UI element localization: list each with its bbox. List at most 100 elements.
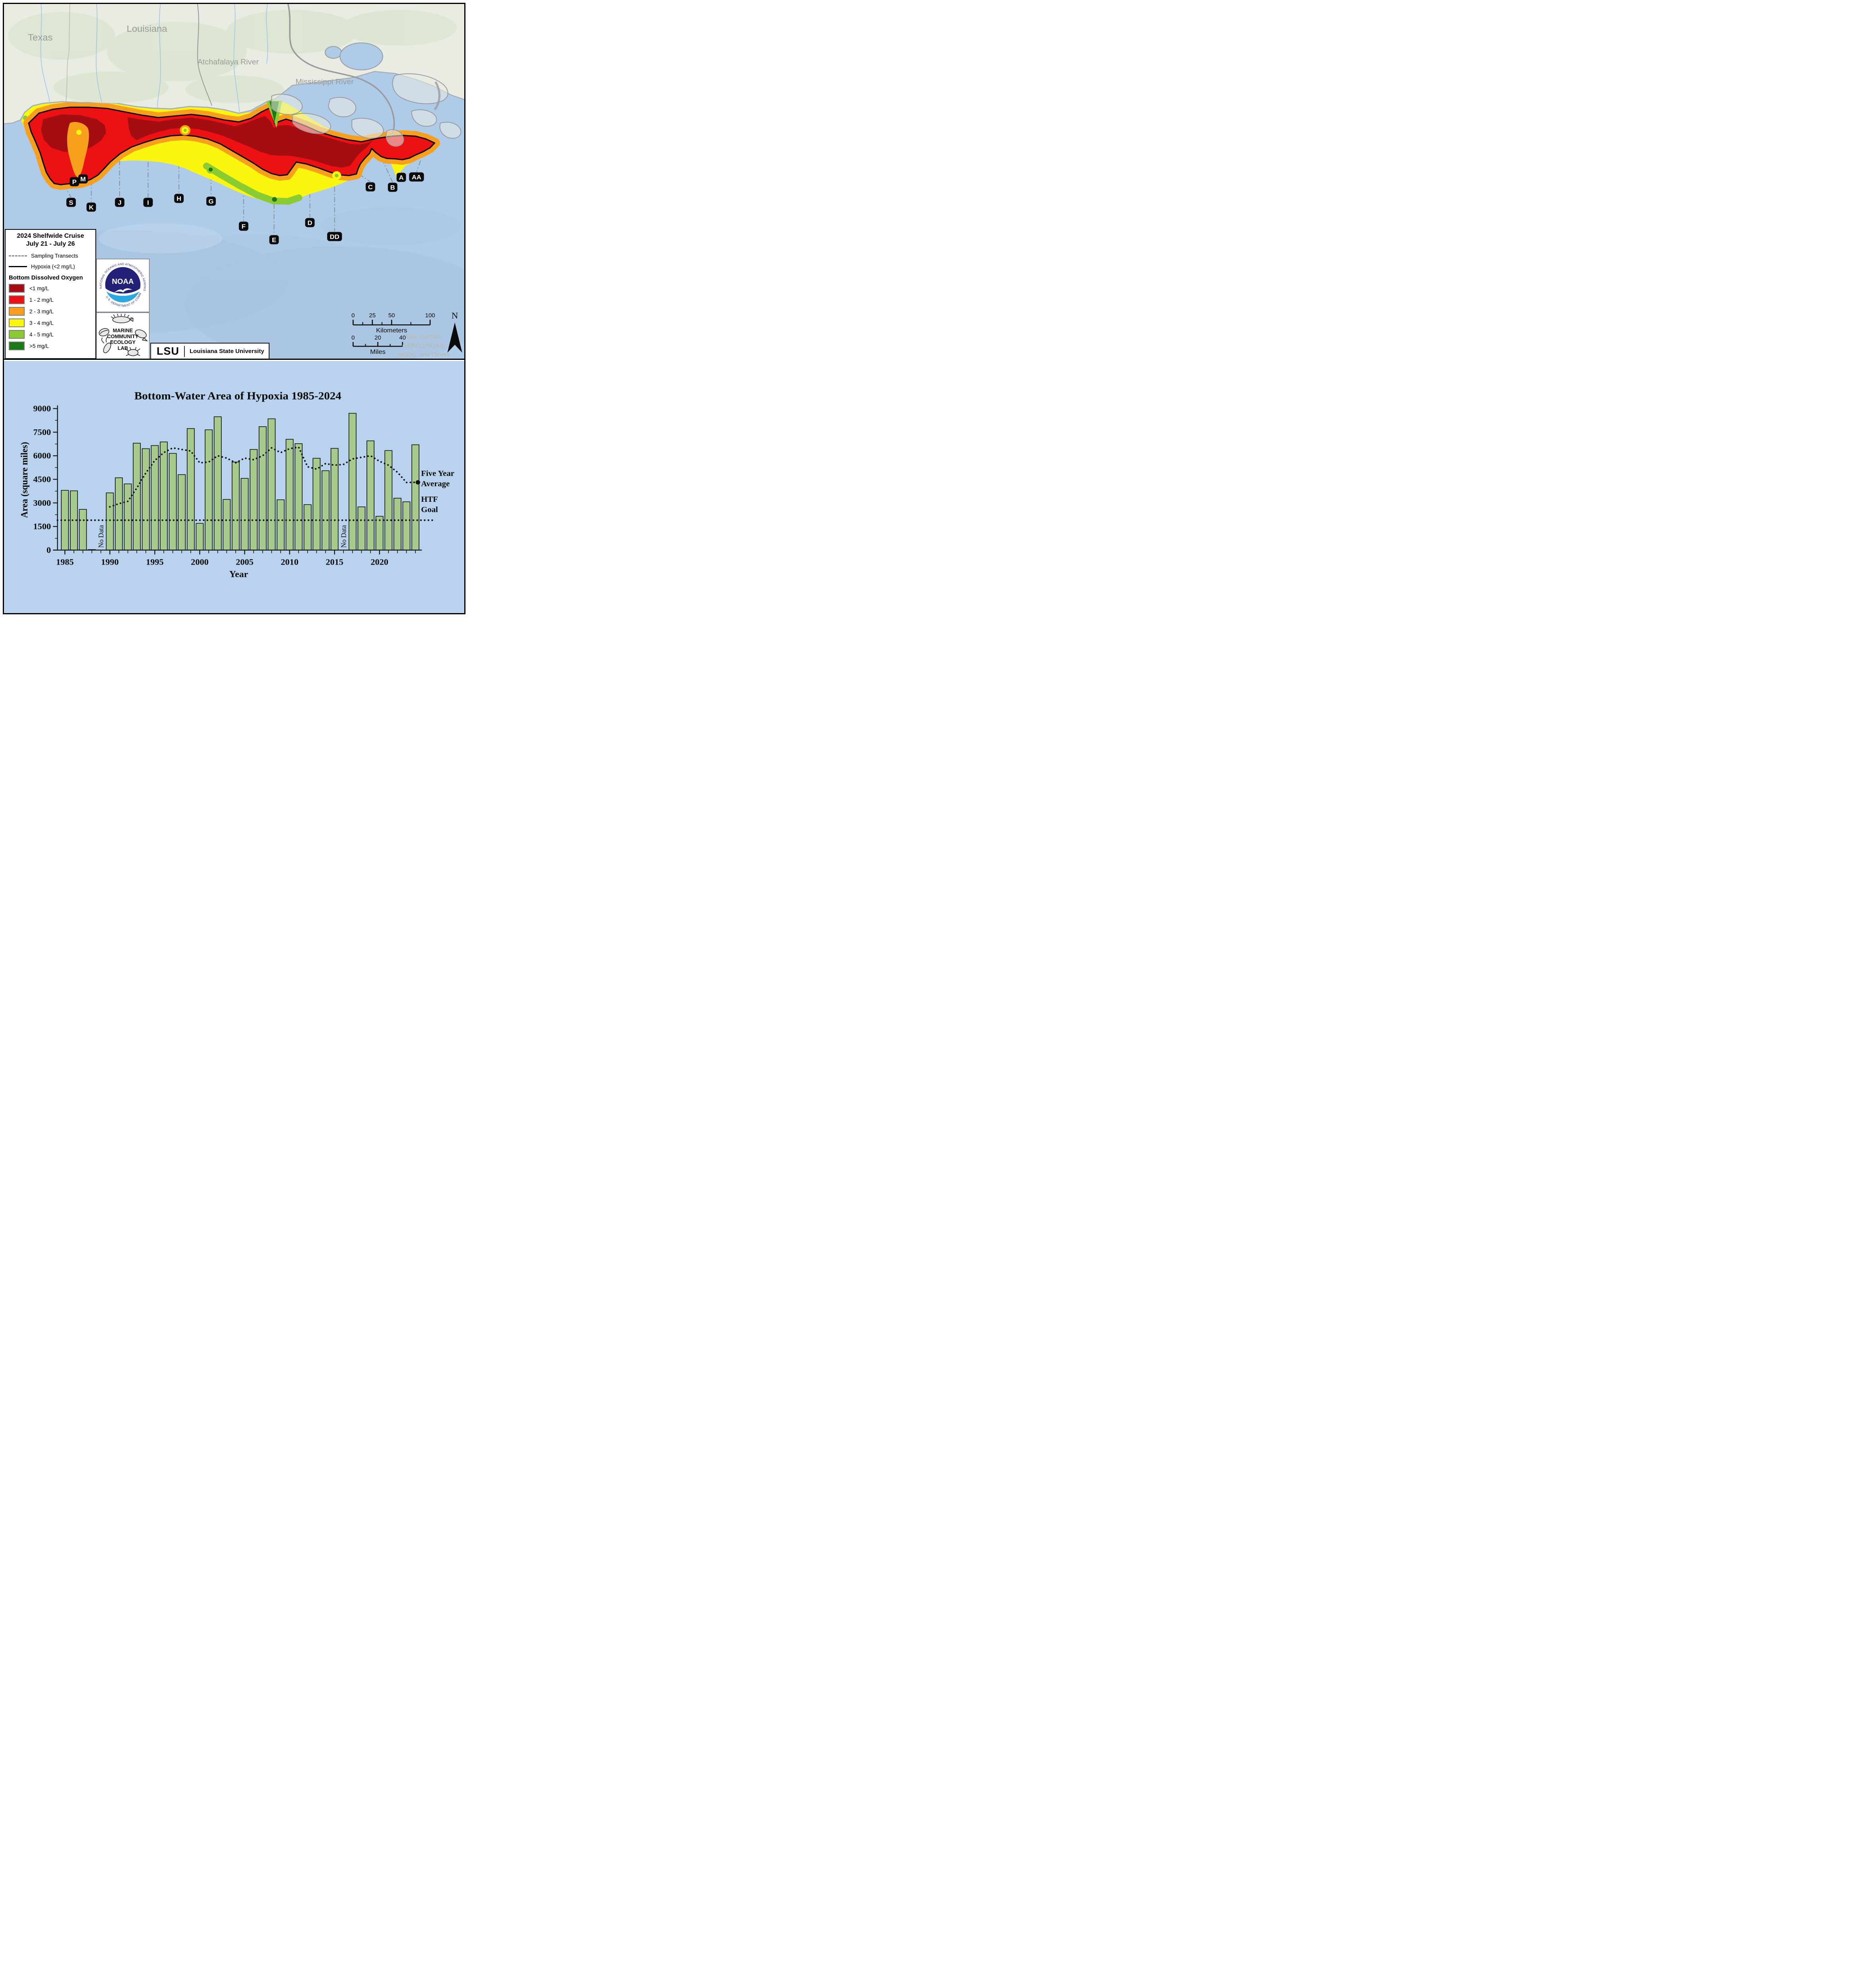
htf-goal-label: Goal	[421, 505, 438, 514]
place-labels: Texas Louisiana Atchafalaya River Mississip…	[28, 23, 354, 86]
bar-2004	[232, 462, 240, 551]
lsu-logo-bar: LSU Louisiana State University	[150, 343, 270, 359]
bar-2022	[394, 498, 401, 551]
legend-bdo-header: Bottom Dissolved Oxygen	[9, 274, 83, 281]
y-tick-label: 7500	[33, 427, 51, 437]
transect-chip-DD	[327, 232, 342, 241]
bar-1987	[79, 509, 87, 551]
bar-2024	[411, 444, 420, 551]
chart-svg: Bottom-Water Area of Hypoxia 1985-202401…	[19, 390, 454, 579]
page: Texas Louisiana Atchafalaya River Mississip…	[0, 0, 468, 617]
east-eye-green	[335, 174, 339, 178]
y-tick-label: 9000	[33, 404, 51, 414]
solid-line-icon	[9, 266, 27, 267]
five-year-average-label: Average	[421, 480, 450, 488]
map-place-label: Texas	[28, 32, 52, 43]
scale-tick-label: 100	[425, 313, 435, 319]
figure-sheet: Texas Louisiana Atchafalaya River Mississip…	[3, 3, 465, 614]
bar-2023	[402, 501, 411, 551]
legend-class-row: 3 - 4 mg/L	[9, 318, 92, 327]
x-tick-label: 1995	[146, 557, 164, 567]
bar-1990	[106, 492, 114, 551]
legend-swatch	[9, 318, 25, 327]
hypoxia-contour-map	[21, 100, 440, 205]
lsu-name: Louisiana State University	[190, 348, 264, 355]
bar-2006	[250, 449, 258, 551]
map-place-label: Louisiana	[127, 23, 168, 34]
bar-2012	[303, 504, 312, 551]
bar-2015	[330, 448, 339, 551]
x-tick-label: 2020	[370, 557, 388, 567]
bar-1999	[186, 428, 195, 551]
mcel-text-line: MARINE	[113, 328, 133, 334]
legend-class-row: 2 - 3 mg/L	[9, 307, 92, 316]
y-tick-label: 4500	[33, 475, 51, 484]
bar-2008	[268, 418, 276, 551]
do-lt1-core-main	[127, 116, 374, 168]
transect-chip-P	[70, 177, 79, 186]
map-place-label: Mississippi River	[295, 78, 354, 86]
eye-green	[183, 128, 187, 132]
transect-chip-label: H	[176, 195, 181, 202]
transect-line-AA	[416, 160, 421, 172]
transect-chip-J	[115, 198, 124, 207]
bar-2018	[357, 506, 366, 551]
orange-hook	[67, 122, 89, 178]
atchafalaya-river	[197, 4, 213, 106]
crawfish-icon	[101, 336, 111, 353]
dashdot-line-icon	[9, 255, 27, 256]
green-dot-E	[272, 197, 277, 202]
y-tick-label: 3000	[33, 498, 51, 508]
legend-swatch	[9, 295, 25, 304]
transect-chip-F	[238, 221, 248, 231]
map-attribution: GEBCO,NOAA,	[402, 342, 446, 349]
rivers	[40, 4, 268, 112]
legend-title-line1: 2024 Shelfwide Cruise	[17, 233, 84, 239]
lsu-abbr: LSU	[157, 345, 179, 357]
five-year-average-endpoint	[415, 480, 421, 485]
bar-2011	[295, 443, 303, 551]
land-vegetation	[8, 10, 457, 103]
legend-class-label: 1 - 2 mg/L	[29, 297, 54, 303]
svg-text:NOAA: NOAA	[112, 277, 134, 285]
north-arrow-icon	[447, 322, 462, 353]
chart-title: Bottom-Water Area of Hypoxia 1985-2024	[134, 390, 341, 402]
scale-tick-label: 20	[374, 335, 381, 341]
scale-tick-label: 25	[369, 313, 376, 319]
x-tick-label: 2005	[236, 557, 254, 567]
bar-1991	[115, 477, 123, 551]
transect-chip-label: F	[242, 223, 246, 230]
transect-chip-G	[206, 196, 216, 206]
divider	[184, 346, 185, 357]
transect-chip-E	[269, 235, 279, 245]
transect-chip-label: C	[368, 184, 373, 191]
map-place-label: Atchafalaya River	[198, 58, 259, 66]
scale-tick-label: 0	[351, 335, 355, 341]
bar-1998	[178, 474, 186, 551]
green-dot-G	[208, 167, 213, 172]
bar-1995	[151, 445, 159, 551]
y-tick-label: 6000	[33, 451, 51, 461]
legend-title-line2: July 21 - July 26	[26, 241, 75, 247]
bar-2010	[285, 439, 294, 551]
chandeleur-islands	[434, 81, 440, 111]
bar-2019	[366, 440, 374, 551]
x-axis-title: Year	[229, 569, 248, 579]
bar-1996	[160, 441, 168, 551]
transect-chip-label: B	[390, 184, 395, 191]
transect-chip-S	[66, 198, 76, 207]
bar-1994	[142, 448, 150, 551]
hypoxia-map-panel: Texas Louisiana Atchafalaya River Mississip…	[4, 4, 464, 360]
transect-chip-label: J	[118, 199, 121, 206]
land	[4, 4, 464, 147]
transect-chip-label: I	[147, 199, 149, 206]
transect-chip-label: E	[272, 237, 276, 244]
seagull-icon	[114, 288, 132, 293]
mcel-text-line: COMMUNITY	[107, 333, 139, 339]
noaa-logo: NOAA NATIONAL OCEANIC AND ATMOSPHERIC AD…	[96, 259, 149, 312]
transect-chip-label: AA	[412, 174, 421, 181]
scale-bars: 0 25 50 100 Kilometers 0 20 40 Miles Esri, Garmin…	[351, 313, 450, 358]
y-axis-title: Area (square miles)	[19, 442, 30, 518]
